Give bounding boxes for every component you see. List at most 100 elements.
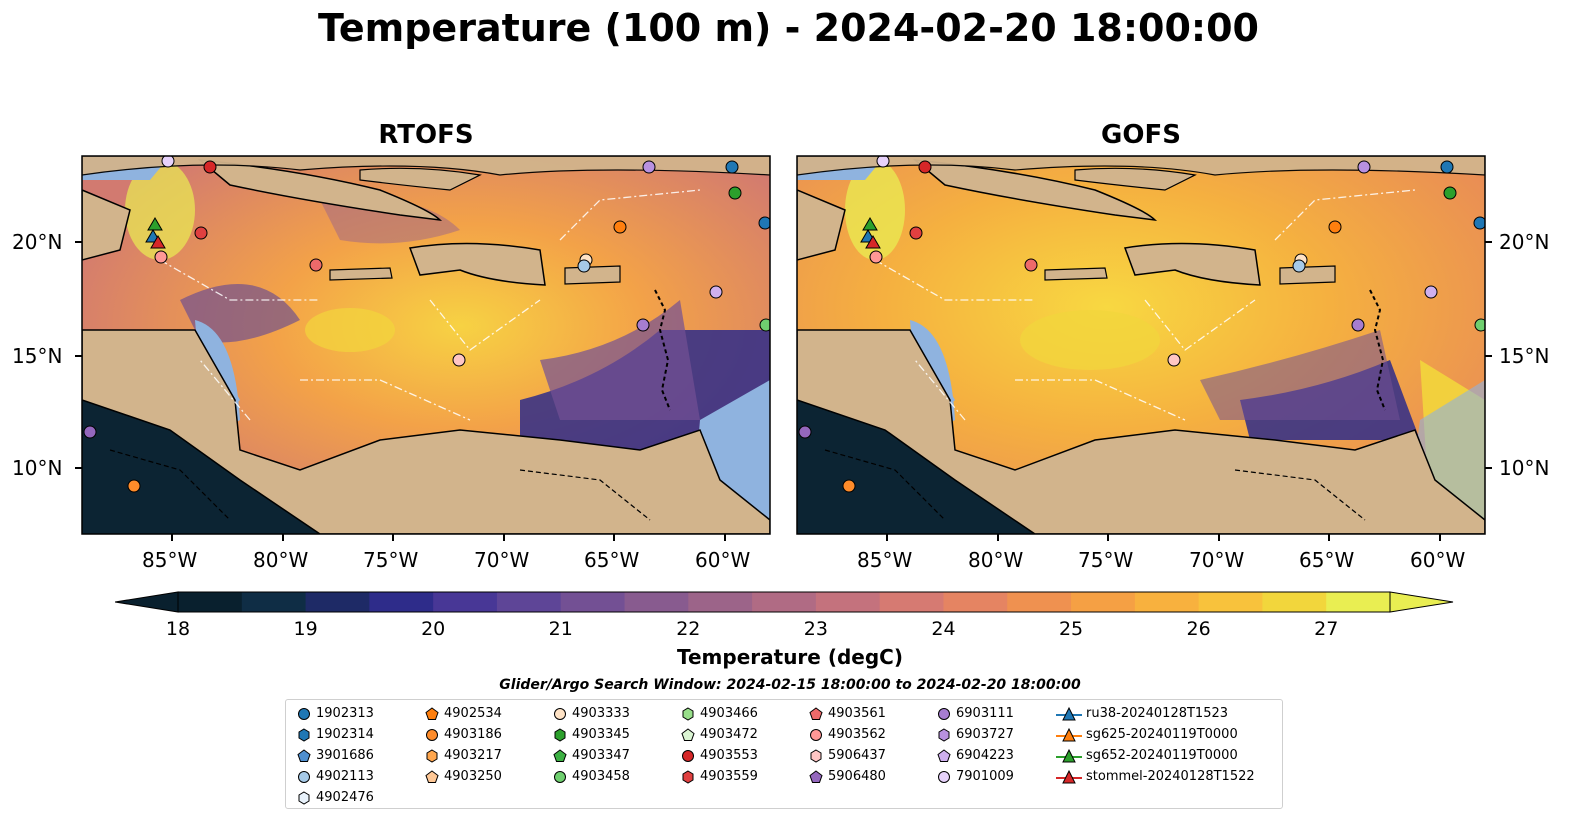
colorbar-segment — [815, 592, 881, 612]
legend-label: 4903345 — [572, 727, 630, 742]
colorbar-segment — [433, 592, 498, 612]
legend-item: 6903111 — [936, 703, 1014, 724]
circle-marker-icon — [554, 770, 566, 783]
colorbar-tick-label: 27 — [1314, 618, 1339, 640]
legend-item: 4903559 — [680, 766, 758, 787]
legend-item: 3901686 — [296, 745, 374, 766]
legend-label: 4903562 — [828, 727, 886, 742]
legend-label: 4903333 — [572, 706, 630, 721]
legend-label: 4903553 — [700, 748, 758, 763]
y-tick-label: 10°N — [1499, 456, 1550, 480]
figure-title: Temperature (100 m) - 2024-02-20 18:00:0… — [317, 6, 1259, 50]
legend-item: 1902313 — [296, 703, 374, 724]
colorbar-segment — [624, 592, 689, 612]
colorbar-segment — [305, 592, 370, 612]
colorbar-tick-label: 26 — [1186, 618, 1211, 640]
legend-label: 4903472 — [700, 727, 758, 742]
x-tick-label: 65°W — [584, 548, 640, 572]
hexagon-marker-icon — [810, 748, 822, 763]
legend-item: 4903345 — [552, 724, 630, 745]
x-tick-label: 80°W — [253, 548, 309, 572]
hexagon-marker-icon — [682, 706, 694, 721]
legend-label: 6903111 — [956, 706, 1014, 721]
legend-label: 4903561 — [828, 706, 886, 721]
x-tick-label: 70°W — [1189, 548, 1245, 572]
colorbar-tick-label: 24 — [931, 618, 956, 640]
colorbar-tick-label: 19 — [293, 618, 318, 640]
hexagon-marker-icon — [682, 769, 694, 784]
legend-item: 6903727 — [936, 724, 1014, 745]
legend-item: 4903466 — [680, 703, 758, 724]
circle-marker-icon — [938, 707, 950, 720]
colorbar-segment — [688, 592, 753, 612]
legend-item: 4903347 — [552, 745, 630, 766]
pentagon-marker-icon — [425, 769, 439, 783]
legend-label: 1902314 — [316, 727, 374, 742]
colorbar-tick-label: 23 — [803, 618, 828, 640]
legend-label: stommel-20240128T1522 — [1086, 769, 1255, 784]
hexagon-marker-icon — [426, 748, 438, 763]
legend-label: 4903559 — [700, 769, 758, 784]
legend-label: 4903186 — [444, 727, 502, 742]
legend-item: ru38-20240128T1523 — [1056, 703, 1228, 724]
colorbar-segment — [178, 592, 243, 612]
legend-item: stommel-20240128T1522 — [1056, 766, 1255, 787]
legend-label: 4903466 — [700, 706, 758, 721]
colorbar-segment — [943, 592, 1008, 612]
legend-item: 4903250 — [424, 766, 502, 787]
legend-label: 1902313 — [316, 706, 374, 721]
colorbar-extend-max — [1389, 591, 1454, 613]
legend-label: 6903727 — [956, 727, 1014, 742]
pentagon-marker-icon — [553, 748, 567, 762]
legend-item: 5906437 — [808, 745, 886, 766]
colorbar-segment — [879, 592, 945, 612]
colorbar-label: Temperature (degC) — [677, 645, 903, 669]
triangle-line-marker-icon — [1056, 706, 1082, 720]
circle-marker-icon — [298, 707, 310, 720]
legend-label: 3901686 — [316, 748, 374, 763]
x-tick-label: 70°W — [474, 548, 530, 572]
x-tick-label: 85°W — [857, 548, 913, 572]
legend-label: 4903347 — [572, 748, 630, 763]
colorbar-segment — [496, 592, 562, 612]
colorbar-tick-label: 21 — [548, 618, 573, 640]
x-tick-label: 60°W — [1410, 548, 1466, 572]
circle-marker-icon — [298, 770, 310, 783]
x-tick-label: 65°W — [1299, 548, 1355, 572]
x-tick-label: 75°W — [363, 548, 419, 572]
legend-item: 4902476 — [296, 787, 374, 808]
colorbar-segment — [560, 592, 626, 612]
colorbar-segment — [1007, 592, 1072, 612]
legend-item: sg652-20240119T0000 — [1056, 745, 1238, 766]
legend-label: 4902476 — [316, 790, 374, 805]
pentagon-marker-icon — [937, 748, 951, 762]
legend-item: 5906480 — [808, 766, 886, 787]
y-tick-label: 10°N — [12, 456, 63, 480]
map-panels — [75, 155, 1492, 541]
y-tick-label: 20°N — [12, 230, 63, 254]
circle-marker-icon — [810, 728, 822, 741]
legend-item: 4903562 — [808, 724, 886, 745]
pentagon-marker-icon — [809, 706, 823, 720]
legend-item: 6904223 — [936, 745, 1014, 766]
legend-item: 1902314 — [296, 724, 374, 745]
legend-label: sg652-20240119T0000 — [1086, 748, 1238, 763]
hexagon-marker-icon — [298, 790, 310, 805]
panel-title-rtofs: RTOFS — [378, 120, 474, 150]
legend-item: 4902534 — [424, 703, 502, 724]
legend-item: 4902113 — [296, 766, 374, 787]
triangle-line-marker-icon — [1056, 769, 1082, 783]
circle-marker-icon — [682, 749, 694, 762]
legend-item: 7901009 — [936, 766, 1014, 787]
x-tick-label: 85°W — [142, 548, 198, 572]
pentagon-marker-icon — [681, 727, 695, 741]
pentagon-marker-icon — [425, 706, 439, 720]
legend-label: 4903250 — [444, 769, 502, 784]
legend-item: 4903472 — [680, 724, 758, 745]
search-window-label: Glider/Argo Search Window: 2024-02-15 18… — [499, 677, 1081, 693]
x-tick-label: 80°W — [968, 548, 1024, 572]
hexagon-marker-icon — [554, 727, 566, 742]
colorbar — [115, 591, 1454, 613]
legend-item: 4903458 — [552, 766, 630, 787]
legend-item: 4903333 — [552, 703, 630, 724]
